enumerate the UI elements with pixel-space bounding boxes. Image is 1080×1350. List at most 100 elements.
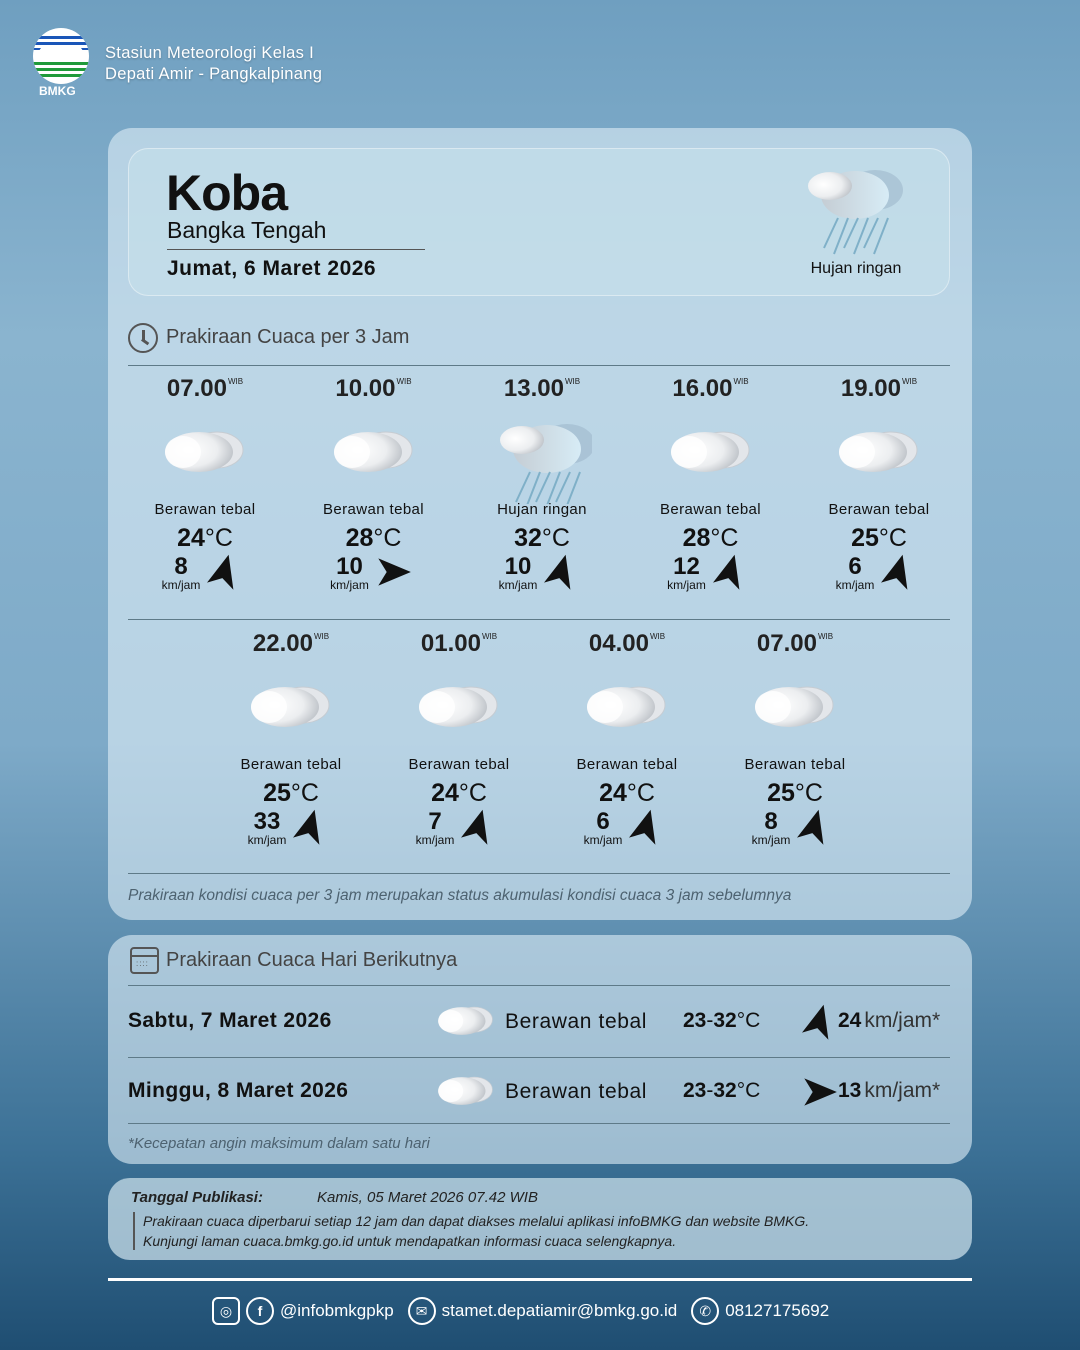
- wind-unit: km/jam: [835, 578, 875, 592]
- forecast-time: 01.00WIB: [420, 630, 498, 657]
- forecast-time: 22.00WIB: [252, 630, 330, 657]
- wind-unit: km/jam: [667, 578, 706, 592]
- city-name: Koba: [166, 165, 288, 221]
- daily-forecast-row: Minggu, 8 Maret 2026 Berawan tebal 23-32…: [128, 1069, 950, 1115]
- wind-unit: km/jam: [583, 833, 623, 847]
- cloud-icon: [543, 658, 711, 756]
- forecast-condition: Berawan tebal: [744, 756, 846, 773]
- wind-speed: 12: [673, 553, 700, 580]
- station-line1: Stasiun Meteorologi Kelas I: [105, 44, 314, 62]
- hourly-title: Prakiraan Cuaca per 3 Jam: [166, 326, 410, 348]
- forecast-condition: Hujan ringan: [497, 501, 587, 518]
- divider: [128, 873, 950, 874]
- wind-direction-arrow-icon: [540, 551, 582, 598]
- hourly-forecast-item: 16.00WIB Berawan tebal 28°C 12 km/jam: [627, 375, 795, 593]
- forecast-time: 04.00WIB: [588, 630, 666, 657]
- publication-date: Kamis, 05 Maret 2026 07.42 WIB: [317, 1189, 538, 1206]
- daily-note: *Kecepatan angin maksimum dalam satu har…: [128, 1135, 430, 1152]
- forecast-condition: Berawan tebal: [154, 501, 256, 518]
- daily-forecast-row: Sabtu, 7 Maret 2026 Berawan tebal 23-32°…: [128, 999, 950, 1045]
- cloud-icon: [795, 403, 963, 501]
- hourly-forecast-item: 19.00WIB Berawan tebal 25°C 6 km/jam: [795, 375, 963, 593]
- instagram-icon[interactable]: ◎: [212, 1297, 240, 1325]
- forecast-condition: Berawan tebal: [576, 756, 678, 773]
- wind-info: 6 km/jam: [795, 553, 963, 593]
- forecast-temp: 28°C: [345, 524, 402, 552]
- daily-condition: Berawan tebal: [505, 1010, 648, 1033]
- hourly-forecast-item: 22.00WIB Berawan tebal 25°C 33 km/jam: [207, 630, 375, 848]
- wind-direction-arrow-icon: [877, 551, 919, 598]
- facebook-icon[interactable]: f: [246, 1297, 274, 1325]
- forecast-temp: 24°C: [177, 524, 233, 552]
- bmkg-logo: [33, 28, 89, 84]
- cloud-icon: [434, 1071, 498, 1116]
- wind-unit: km/jam: [330, 578, 369, 592]
- current-condition: Hujan ringan: [810, 260, 902, 277]
- forecast-time: 19.00WIB: [840, 375, 918, 402]
- light-rain-icon: [458, 403, 626, 504]
- cloud-icon: [207, 658, 375, 756]
- quote-bar: [133, 1212, 135, 1250]
- wind-direction-arrow-icon: [372, 551, 414, 598]
- wind-direction-arrow-icon: [798, 1001, 840, 1048]
- wind-info: 8 km/jam: [711, 808, 879, 848]
- whatsapp-icon[interactable]: ✆: [691, 1297, 720, 1325]
- wind-speed: 7: [428, 808, 442, 835]
- daily-date: Minggu, 8 Maret 2026: [128, 1079, 349, 1102]
- phone-number[interactable]: 08127175692: [725, 1301, 830, 1320]
- hourly-forecast-item: 10.00WIB Berawan tebal 28°C 10 km/jam: [290, 375, 458, 593]
- daily-wind: 13 km/jam*: [838, 1079, 941, 1102]
- cloud-icon: [375, 658, 543, 756]
- forecast-time: 07.00WIB: [166, 375, 244, 402]
- divider: [128, 619, 950, 620]
- wind-direction-arrow-icon: [289, 806, 331, 853]
- forecast-temp: 25°C: [767, 779, 823, 807]
- calendar-icon: ::::: [130, 947, 159, 974]
- hourly-forecast-item: 07.00WIB Berawan tebal 24°C 8 km/jam: [121, 375, 289, 593]
- station-name: Stasiun Meteorologi Kelas I Depati Amir …: [105, 43, 322, 85]
- current-summary: [128, 148, 950, 296]
- divider: [128, 1057, 950, 1058]
- hourly-forecast-item: 04.00WIB Berawan tebal 24°C 6 km/jam: [543, 630, 711, 848]
- daily-title: Prakiraan Cuaca Hari Berikutnya: [166, 949, 458, 971]
- publication-box: [108, 1178, 972, 1260]
- cloud-icon: [434, 1001, 498, 1046]
- wind-speed: 33: [253, 808, 281, 835]
- wind-unit: km/jam: [498, 578, 538, 592]
- wind-speed: 8: [174, 553, 188, 580]
- cloud-icon: [627, 403, 795, 501]
- forecast-condition: Berawan tebal: [659, 501, 762, 518]
- social-handle[interactable]: @infobmkgpkp: [280, 1301, 394, 1320]
- daily-wind: 24 km/jam*: [838, 1009, 941, 1032]
- forecast-condition: Berawan tebal: [322, 501, 425, 518]
- forecast-condition: Berawan tebal: [408, 756, 510, 773]
- wind-speed: 10: [336, 553, 363, 580]
- publication-label: Tanggal Publikasi:: [131, 1189, 263, 1206]
- wind-unit: km/jam: [751, 833, 791, 847]
- hourly-forecast-item: 07.00WIB Berawan tebal 25°C 8 km/jam: [711, 630, 879, 848]
- wind-info: 33 km/jam: [207, 808, 375, 848]
- wind-info: 12 km/jam: [627, 553, 795, 593]
- forecast-time: 10.00WIB: [335, 375, 412, 402]
- wind-speed: 6: [596, 808, 610, 835]
- hourly-forecast-item: 13.00WIB Hujan ringan 32°C 10 km/jam: [458, 375, 626, 593]
- email-icon[interactable]: ✉: [407, 1297, 436, 1325]
- forecast-temp: 25°C: [851, 524, 907, 552]
- forecast-condition: Berawan tebal: [828, 501, 930, 518]
- forecast-temp: 25°C: [263, 779, 319, 807]
- wind-speed: 10: [504, 553, 532, 580]
- forecast-time: 16.00WIB: [672, 375, 749, 402]
- wind-info: 7 km/jam: [375, 808, 543, 848]
- forecast-time: 07.00WIB: [756, 630, 834, 657]
- footer-divider: [108, 1278, 972, 1281]
- daily-temp-range: 23-32°C: [683, 1079, 761, 1102]
- wind-direction-arrow-icon: [203, 551, 245, 598]
- cloud-icon: [711, 658, 879, 756]
- email-address[interactable]: stamet.depatiamir@bmkg.go.id: [441, 1301, 678, 1320]
- wind-direction-arrow-icon: [709, 551, 751, 598]
- divider: [128, 985, 950, 986]
- wind-info: 8 km/jam: [121, 553, 289, 593]
- daily-temp-range: 23-32°C: [683, 1009, 761, 1032]
- wind-direction-arrow-icon: [457, 806, 499, 853]
- daily-card: [108, 935, 972, 1164]
